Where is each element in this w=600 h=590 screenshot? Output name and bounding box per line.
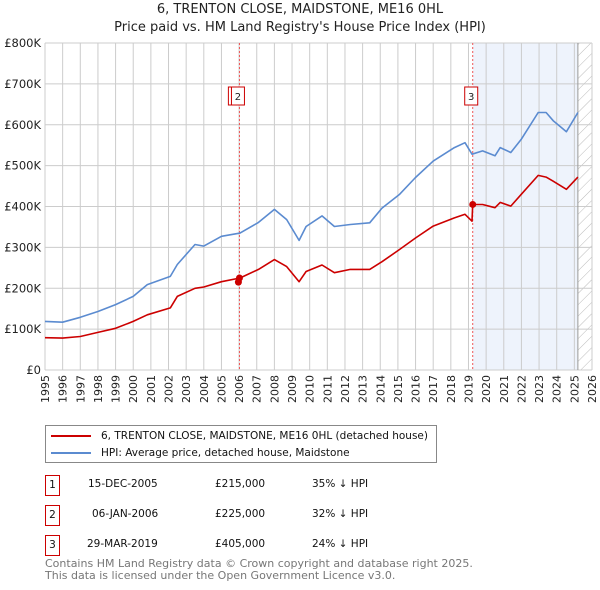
sale-label-2: 2 [235,92,241,103]
x-tick-label: 2007 [251,375,264,403]
x-tick-label: 2011 [321,375,334,403]
x-tick-label: 2008 [268,375,281,403]
transaction-number: 1 [45,475,60,496]
sale-point [469,200,477,208]
x-tick-label: 2026 [586,375,599,403]
x-tick-label: 1998 [92,375,105,403]
y-tick-label: £200K [4,281,41,295]
x-tick-label: 2016 [410,375,423,403]
transaction-price: £215,000 [215,478,266,490]
x-tick-label: 2021 [498,375,511,403]
x-tick-label: 2001 [145,375,158,403]
transaction-row: 1 15-DEC-2005 £215,000 35% ↓ HPI [45,475,465,496]
x-tick-label: 2014 [374,375,387,403]
hpi-line [44,111,579,324]
x-tick-label: 1997 [74,375,87,403]
x-tick-label: 2009 [286,375,299,403]
legend-label: HPI: Average price, detached house, Maid… [101,447,350,459]
transaction-date: 15-DEC-2005 [88,478,158,490]
transaction-row: 3 29-MAR-2019 £405,000 24% ↓ HPI [45,535,465,556]
chart-subtitle: Price paid vs. HM Land Registry's House … [114,20,486,35]
x-tick-label: 2018 [445,375,458,403]
x-tick-label: 2010 [304,375,317,403]
x-tick-label: 2015 [392,375,405,403]
x-tick-label: 2020 [480,375,493,403]
legend-item-hpi: HPI: Average price, detached house, Maid… [46,445,350,461]
x-tick-label: 2005 [215,375,228,403]
transaction-date: 06-JAN-2006 [92,508,159,520]
sale-label-box [464,86,479,106]
transaction-price: £405,000 [215,538,266,550]
sale-label-3: 3 [468,92,474,103]
sale-point [235,274,243,282]
x-tick-label: 2023 [533,375,546,403]
legend: 6, TRENTON CLOSE, MAIDSTONE, ME16 0HL (d… [45,425,437,463]
x-tick-label: 1995 [39,375,52,403]
legend-item-property: 6, TRENTON CLOSE, MAIDSTONE, ME16 0HL (d… [46,428,428,444]
transaction-date: 29-MAR-2019 [87,538,158,550]
transaction-number: 2 [45,505,60,526]
legend-label: 6, TRENTON CLOSE, MAIDSTONE, ME16 0HL (d… [101,430,428,442]
x-tick-label: 1999 [110,375,123,403]
transaction-price: £225,000 [215,508,266,520]
price-paid-line [44,174,579,339]
price-chart: 1995 1996 1997 1998 1999 2000 2001 2002 2003 2004… [4,36,599,403]
x-tick-label: 2000 [127,375,140,403]
footer-copyright: Contains HM Land Registry data © Crown c… [45,557,473,570]
transaction-row: 2 06-JAN-2006 £225,000 32% ↓ HPI [45,505,465,526]
sale-label-box [230,86,245,106]
x-tick-label: 2003 [180,375,193,403]
footer-licence: This data is licensed under the Open Gov… [45,569,396,582]
y-tick-label: £100K [4,322,41,336]
x-tick-label: 2025 [568,375,581,403]
transaction-hpi: 35% ↓ HPI [312,478,369,490]
footer: Contains HM Land Registry data © Crown c… [45,558,473,582]
legend-swatch-red [51,435,91,437]
x-tick-label: 2002 [163,375,176,403]
transaction-hpi: 32% ↓ HPI [312,508,369,520]
x-tick-label: 2019 [462,375,475,403]
legend-swatch-blue [51,452,91,454]
y-tick-label: £400K [4,200,41,214]
y-tick-label: £700K [4,77,41,91]
y-tick-label: £600K [4,118,41,132]
y-tick-label: £300K [4,240,41,254]
transaction-number: 3 [45,535,60,556]
y-tick-label: £0 [26,363,41,377]
x-tick-label: 1996 [57,375,70,403]
y-tick-label: £500K [4,159,41,173]
x-tick-label: 2024 [551,375,564,403]
transaction-hpi: 24% ↓ HPI [312,538,369,550]
x-tick-label: 2013 [357,375,370,403]
chart-title: 6, TRENTON CLOSE, MAIDSTONE, ME16 0HL [156,2,444,17]
x-tick-label: 2017 [427,375,440,403]
x-tick-label: 2004 [198,375,211,403]
x-tick-label: 2006 [233,375,246,403]
x-tick-label: 2012 [339,375,352,403]
x-tick-label: 2022 [515,375,528,403]
y-tick-label: £800K [4,36,41,50]
